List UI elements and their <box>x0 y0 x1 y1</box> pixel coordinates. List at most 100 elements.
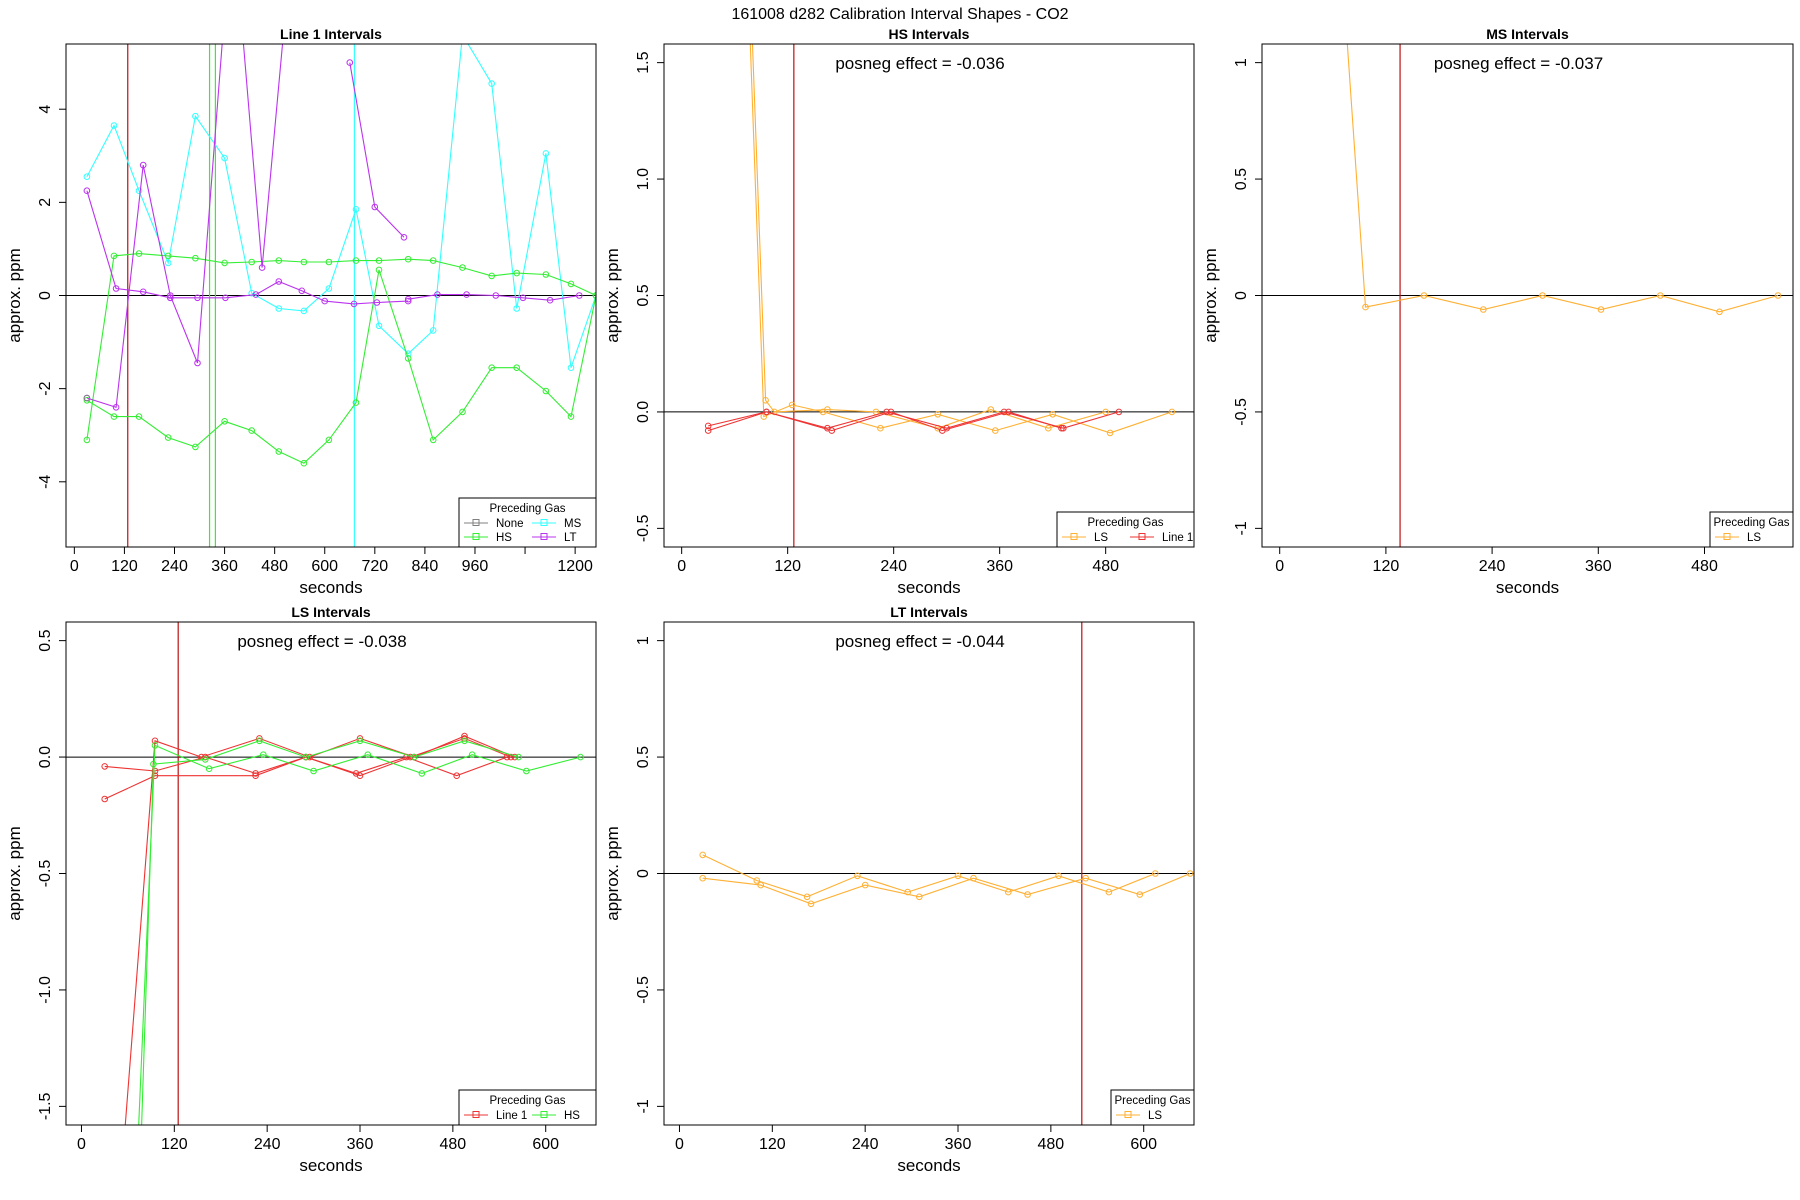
data-point <box>1045 424 1052 432</box>
y-tick-label: 0.0 <box>37 746 54 768</box>
data-point <box>300 459 308 467</box>
plot-title: MS Intervals <box>1486 26 1569 42</box>
data-point <box>1186 870 1194 877</box>
y-tick-label: 0.0 <box>635 401 652 423</box>
legend-swatch-marker <box>540 519 548 526</box>
data-point <box>1136 891 1144 898</box>
data-point <box>762 397 769 404</box>
data-point <box>519 294 527 302</box>
data-point <box>429 327 437 334</box>
data-point <box>151 737 159 745</box>
data-point <box>350 300 358 308</box>
x-tick-label: 0 <box>675 1136 684 1153</box>
x-tick-label: 0 <box>70 558 79 575</box>
data-point <box>542 150 550 157</box>
data-point <box>788 401 796 409</box>
legend-title: Preceding Gas <box>489 1095 565 1107</box>
x-tick-label: 480 <box>1092 558 1119 575</box>
series-lt <box>404 291 583 304</box>
series-line <box>702 872 1191 905</box>
y-tick-label: 0 <box>37 291 54 300</box>
legend-item-lt: LT <box>532 532 577 544</box>
data-point <box>592 292 596 299</box>
data-point <box>803 893 811 901</box>
data-point <box>954 872 962 880</box>
legend-label: Line 1 <box>1162 532 1193 544</box>
data-point <box>375 257 383 264</box>
x-tick-label: 120 <box>1373 558 1400 575</box>
legend-swatch-marker <box>540 1111 548 1118</box>
series-line <box>86 253 596 440</box>
x-tick-label: 360 <box>347 1136 374 1153</box>
data-point <box>1005 408 1012 416</box>
x-tick-label: 240 <box>161 558 188 575</box>
data-point <box>400 234 408 241</box>
series-none <box>83 394 91 402</box>
data-point <box>453 772 461 779</box>
legend-swatch-marker <box>472 1111 480 1118</box>
data-point <box>298 287 306 295</box>
data-point <box>567 364 575 372</box>
data-point <box>939 427 946 434</box>
y-axis-label: approx. ppm <box>5 826 24 921</box>
legend-item-hs: HS <box>464 532 512 544</box>
data-point <box>110 252 118 260</box>
x-tick-label: 120 <box>759 1136 786 1153</box>
y-tick-label: 0.5 <box>635 284 652 306</box>
data-point <box>1480 306 1487 313</box>
legend-label: LS <box>1148 1110 1162 1122</box>
legend-item-ls: LS <box>1715 532 1761 544</box>
panel-ls-intervals: LS Intervals 0 120 240 360 480 600 seconds -1.5 -… <box>5 604 597 1175</box>
x-tick-label: 480 <box>440 1136 467 1153</box>
data-point <box>300 258 308 266</box>
data-point <box>887 408 895 416</box>
data-point <box>757 881 764 889</box>
data-point <box>1082 874 1090 882</box>
x-tick-label: 600 <box>532 1136 559 1153</box>
legend-item-ls: LS <box>1062 532 1108 544</box>
legend-item-line-1: Line 1 <box>1130 532 1193 544</box>
data-point <box>110 413 118 420</box>
data-point <box>699 851 707 859</box>
legend-item-none: None <box>464 518 524 530</box>
x-axis-label: seconds <box>897 578 960 597</box>
data-point <box>576 292 583 299</box>
data-point <box>970 874 977 882</box>
data-point <box>459 408 466 416</box>
y-tick-label: 1.0 <box>635 168 652 190</box>
legend-label: Line 1 <box>496 1110 527 1122</box>
data-point <box>83 173 91 180</box>
data-point <box>513 305 521 312</box>
data-point <box>221 154 228 162</box>
data-point <box>747 25 753 31</box>
data-point <box>877 424 884 432</box>
data-point <box>987 406 995 413</box>
data-point <box>567 280 575 288</box>
data-point <box>699 874 707 882</box>
legend-item-ms: MS <box>532 518 582 530</box>
series-line <box>408 294 580 301</box>
data-point <box>167 294 174 302</box>
y-tick-label: -1 <box>1233 521 1250 535</box>
data-point <box>356 772 364 779</box>
data-point <box>468 751 476 758</box>
data-point <box>275 278 283 285</box>
legend-title: Preceding Gas <box>1087 517 1163 529</box>
data-point <box>248 427 255 434</box>
legend-label: LS <box>1747 532 1761 544</box>
legend: Preceding Gas Line 1 HS <box>458 1089 597 1126</box>
data-point <box>135 413 143 420</box>
legend: Preceding Gas LS <box>1709 511 1794 548</box>
x-tick-label: 120 <box>161 1136 188 1153</box>
data-point <box>139 288 147 296</box>
x-tick-label: 240 <box>254 1136 281 1153</box>
data-point <box>488 80 496 87</box>
data-point <box>704 427 712 434</box>
data-point <box>1005 888 1012 896</box>
data-point <box>275 448 283 455</box>
y-axis-label: approx. ppm <box>1201 248 1220 343</box>
series-ls <box>1346 44 1782 316</box>
series-line <box>242 44 284 268</box>
y-tick-label: -0.5 <box>1233 398 1250 426</box>
